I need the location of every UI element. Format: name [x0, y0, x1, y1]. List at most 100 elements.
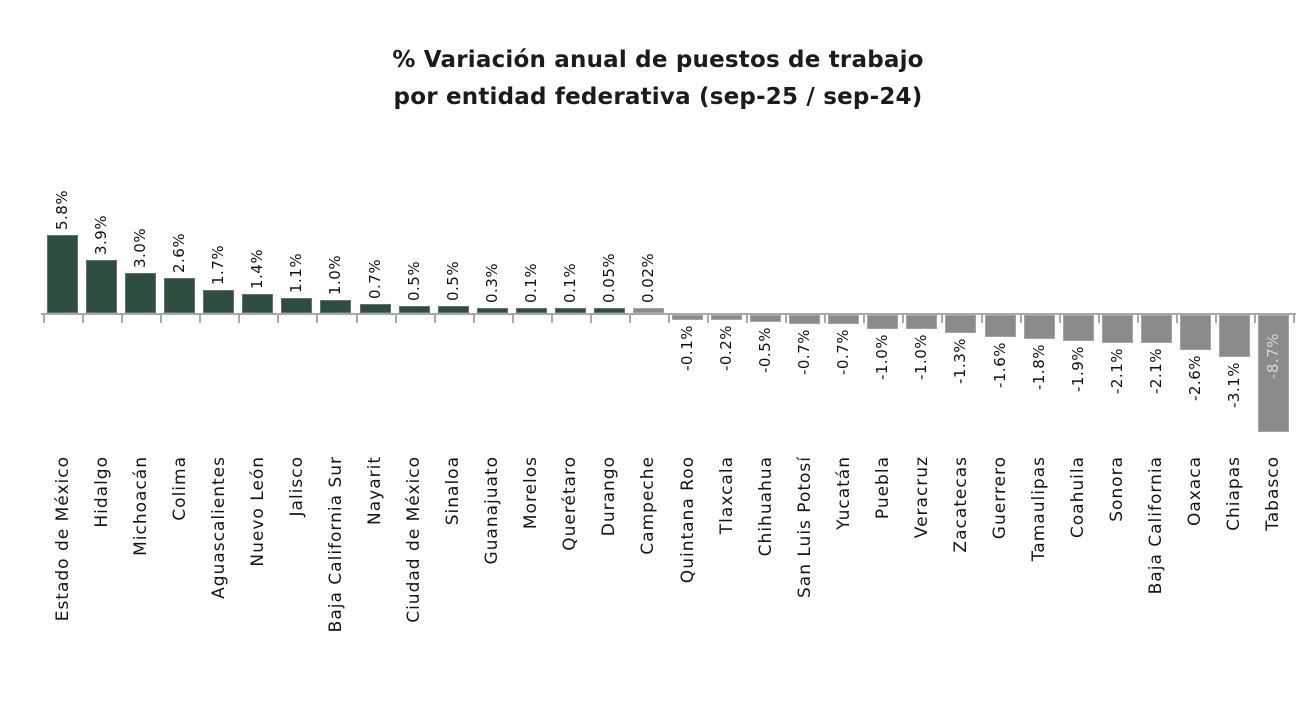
category-label: Morelos — [521, 456, 542, 530]
value-label: -0.5% — [756, 326, 775, 373]
value-label: -0.2% — [717, 325, 736, 372]
axis-tick — [1253, 314, 1256, 323]
category-label: Estado de México — [52, 456, 73, 622]
bar — [1140, 315, 1172, 344]
category-label: Tamaulipas — [1029, 456, 1050, 562]
bar — [945, 315, 977, 333]
category-label: Coahuila — [1068, 456, 1089, 539]
bar — [476, 308, 508, 313]
category-label: Veracruz — [911, 456, 932, 539]
category-label: Puebla — [872, 456, 893, 520]
category-label: Chiapas — [1224, 456, 1245, 531]
axis-tick — [1293, 314, 1295, 323]
axis-tick — [628, 314, 631, 323]
axis-tick — [238, 314, 241, 323]
axis-tick — [1175, 314, 1178, 323]
value-label: 0.5% — [443, 261, 462, 302]
axis-tick — [394, 314, 397, 323]
category-label: Zacatecas — [950, 456, 971, 553]
category-label: Querétaro — [560, 456, 581, 551]
axis-tick — [160, 314, 163, 323]
axis-tick — [824, 314, 827, 323]
axis-tick — [746, 314, 749, 323]
bar — [593, 308, 625, 313]
category-label: Guanajuato — [482, 456, 503, 565]
category-label: Sinaloa — [443, 456, 464, 526]
bar — [554, 308, 586, 313]
bar — [1218, 315, 1250, 357]
value-label: 1.0% — [326, 254, 345, 295]
axis-tick — [355, 314, 358, 323]
category-label: Quintana Roo — [677, 456, 698, 584]
bar — [672, 315, 703, 320]
value-label: -1.6% — [990, 341, 1009, 388]
bar — [1023, 315, 1055, 340]
category-label: Durango — [599, 456, 620, 537]
bar — [1101, 315, 1133, 344]
axis-tick — [1058, 314, 1061, 323]
category-label: Ciudad de México — [404, 456, 425, 623]
category-label: Hidalgo — [91, 456, 112, 528]
bar — [320, 299, 352, 313]
bar — [164, 277, 196, 313]
category-label: Michoacán — [130, 456, 151, 556]
bar — [1257, 315, 1289, 433]
category-label: Nayarit — [365, 456, 385, 525]
axis-tick — [707, 314, 710, 323]
bar — [1062, 315, 1094, 341]
axis-tick — [1136, 314, 1139, 323]
category-label: Tlaxcala — [716, 456, 737, 535]
bar — [86, 260, 118, 313]
category-label: Guerrero — [990, 456, 1010, 540]
category-label: Baja California — [1146, 456, 1167, 595]
value-label: 0.1% — [521, 262, 540, 303]
chart-title-line2: por entidad federativa (sep-25 / sep-24) — [393, 84, 923, 110]
category-label: Jalisco — [286, 456, 307, 517]
axis-tick — [472, 314, 475, 323]
axis-tick — [589, 314, 592, 323]
category-label: Nuevo León — [247, 456, 268, 567]
value-label: 2.6% — [170, 232, 189, 273]
bar — [437, 306, 469, 313]
value-label: -1.0% — [873, 333, 892, 380]
category-label: Sonora — [1107, 456, 1128, 522]
bar — [984, 315, 1016, 337]
category-label: Campeche — [638, 456, 659, 555]
value-label: -8.7% — [1263, 333, 1282, 380]
bar — [515, 308, 547, 313]
value-label: 0.5% — [404, 261, 423, 302]
axis-tick — [1214, 314, 1217, 323]
axis-tick — [43, 314, 45, 323]
value-label: -1.3% — [951, 337, 970, 384]
value-label: -0.7% — [834, 329, 853, 376]
category-label: Baja California Sur — [325, 456, 346, 633]
chart-title-line1: % Variación anual de puestos de trabajo — [392, 47, 924, 73]
value-label: -1.0% — [912, 333, 931, 380]
bar — [203, 290, 235, 313]
bar — [828, 315, 860, 325]
bar — [906, 315, 938, 329]
axis-tick — [1097, 314, 1100, 323]
axis-tick — [277, 314, 280, 323]
value-label: 3.9% — [92, 215, 111, 256]
category-label: Yucatán — [833, 456, 854, 530]
bar — [750, 315, 782, 322]
bar — [359, 303, 391, 313]
axis-tick — [1019, 314, 1022, 323]
value-label: -2.1% — [1107, 348, 1126, 395]
value-label: -3.1% — [1224, 361, 1243, 408]
value-label: -2.6% — [1185, 355, 1204, 402]
axis-tick — [550, 314, 553, 323]
axis-tick — [511, 314, 514, 323]
bar — [242, 294, 274, 313]
axis-tick — [980, 314, 983, 323]
value-label: 0.05% — [599, 252, 618, 303]
axis-tick — [316, 314, 319, 323]
bar — [789, 315, 821, 325]
category-label: Colima — [169, 456, 190, 521]
value-label: -1.8% — [1029, 344, 1048, 391]
category-label: Tabasco — [1263, 456, 1284, 531]
value-label: 1.4% — [248, 248, 267, 290]
category-label: Oaxaca — [1185, 456, 1206, 527]
